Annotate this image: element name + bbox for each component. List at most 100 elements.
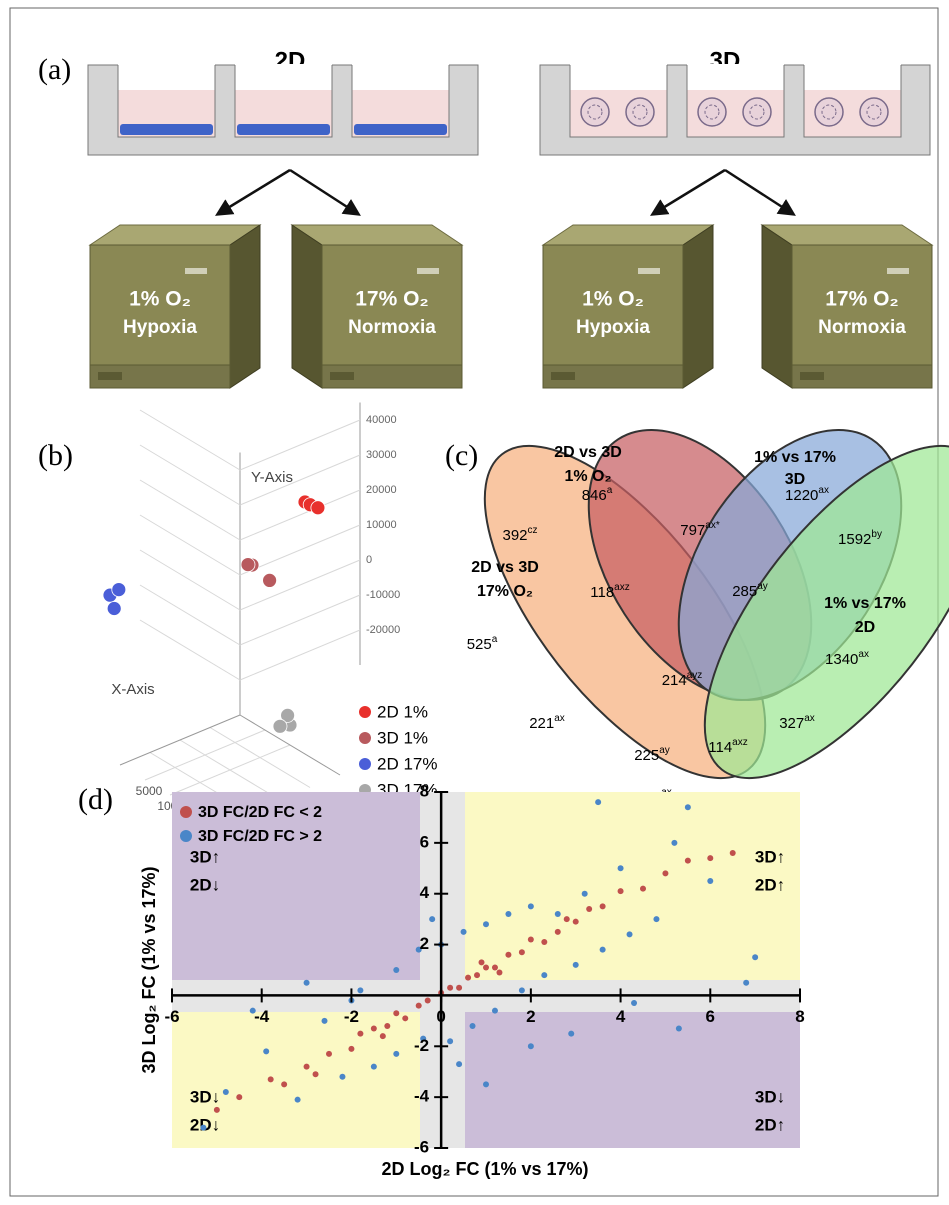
legend-marker xyxy=(180,806,192,818)
incubator-slot xyxy=(330,372,354,380)
point xyxy=(322,1018,328,1024)
point xyxy=(555,911,561,917)
panel-label: (d) xyxy=(78,783,113,816)
point xyxy=(555,929,561,935)
spheroid xyxy=(581,98,609,126)
point xyxy=(600,947,606,953)
point xyxy=(326,1051,332,1057)
quadrant-label: 3D↓ xyxy=(755,1087,785,1106)
point xyxy=(236,1094,242,1100)
point xyxy=(470,1023,476,1029)
legend-label: 2D 1% xyxy=(377,702,428,721)
cell-layer xyxy=(120,124,213,135)
point xyxy=(461,929,467,935)
quadrant-label: 2D↑ xyxy=(755,1115,785,1134)
region-count: 114 xyxy=(708,739,732,756)
venn-region: 525a xyxy=(467,634,498,653)
legend-label: 3D FC/2D FC > 2 xyxy=(198,828,322,845)
region-count: 118 xyxy=(590,584,614,601)
x-tick-label: -4 xyxy=(254,1007,270,1026)
legend-marker xyxy=(359,706,371,718)
point xyxy=(393,1051,399,1057)
region-note: axz xyxy=(732,737,748,748)
point xyxy=(456,985,462,991)
point xyxy=(600,903,606,909)
point xyxy=(568,1031,574,1037)
x-tick-label: 0 xyxy=(436,1007,445,1026)
region-note: cz xyxy=(528,525,538,536)
point xyxy=(371,1025,377,1031)
region-count: 797 xyxy=(680,522,705,539)
point xyxy=(281,1081,287,1087)
y-tick-label: -2 xyxy=(414,1036,429,1055)
point xyxy=(483,964,489,970)
grid-line xyxy=(140,445,240,505)
y-tick-label: 4 xyxy=(420,883,430,902)
point xyxy=(447,985,453,991)
region-count: 392 xyxy=(502,527,527,544)
point xyxy=(393,1010,399,1016)
quadrant xyxy=(465,792,800,980)
x-tick-label: -2 xyxy=(344,1007,359,1026)
point xyxy=(393,967,399,973)
point xyxy=(618,865,624,871)
point xyxy=(263,573,277,587)
y-tick-label: 10000 xyxy=(366,519,397,531)
quadrant-label: 2D↓ xyxy=(190,1115,220,1134)
grid-line xyxy=(140,620,240,680)
region-note: ay xyxy=(757,581,768,592)
region-note: ayz xyxy=(687,670,703,681)
point xyxy=(730,850,736,856)
incubator-o2: 1% O₂ xyxy=(129,288,191,311)
x-axis-title: 2D Log₂ FC (1% vs 17%) xyxy=(381,1159,588,1179)
point xyxy=(653,916,659,922)
point xyxy=(348,1046,354,1052)
region-note: ax xyxy=(804,713,815,724)
figure: (a) (b) (c) (d) 2D1% O₂Hypoxia17% O₂Norm… xyxy=(0,0,949,1205)
panel-label: (c) xyxy=(445,439,478,472)
point xyxy=(707,878,713,884)
region-count: 525 xyxy=(467,636,492,653)
region-count: 221 xyxy=(529,715,554,732)
legend-marker xyxy=(359,758,371,770)
legend-marker xyxy=(359,732,371,744)
region-count: 1220 xyxy=(785,487,818,504)
point xyxy=(519,949,525,955)
x-tick-label: 6 xyxy=(706,1007,715,1026)
venn-set-label: 17% O₂ xyxy=(477,583,533,600)
region-count: 285 xyxy=(732,583,757,600)
point xyxy=(339,1074,345,1080)
z-tick-label: 5000 xyxy=(136,784,163,798)
point xyxy=(304,1064,310,1070)
x-tick-label: -6 xyxy=(164,1007,179,1026)
y-tick-label: -10000 xyxy=(366,589,400,601)
region-note: ay xyxy=(659,745,670,756)
point xyxy=(402,1015,408,1021)
incubator-condition: Hypoxia xyxy=(123,317,197,338)
cell-layer xyxy=(354,124,447,135)
incubator-slot xyxy=(800,372,824,380)
venn-set-label: 2D vs 3D xyxy=(554,444,622,461)
point xyxy=(268,1076,274,1082)
point xyxy=(112,583,126,597)
quadrant-label: 3D↑ xyxy=(755,847,785,866)
point xyxy=(465,975,471,981)
point xyxy=(595,799,601,805)
incubator-side xyxy=(683,225,713,388)
region-count: 327 xyxy=(779,715,804,732)
point xyxy=(743,980,749,986)
axis-line xyxy=(120,715,240,765)
point xyxy=(573,919,579,925)
incubator-slot xyxy=(98,372,122,380)
spheroid xyxy=(815,98,843,126)
region-note: ax* xyxy=(705,520,720,531)
point xyxy=(416,1003,422,1009)
region-count: 1340 xyxy=(825,651,858,668)
point xyxy=(519,987,525,993)
region-note: ax xyxy=(818,485,829,496)
grid-line xyxy=(140,410,240,470)
point xyxy=(505,911,511,917)
legend-label: 3D FC/2D FC < 2 xyxy=(198,804,322,821)
region-count: 846 xyxy=(582,487,607,504)
panel-label: (a) xyxy=(38,53,71,86)
